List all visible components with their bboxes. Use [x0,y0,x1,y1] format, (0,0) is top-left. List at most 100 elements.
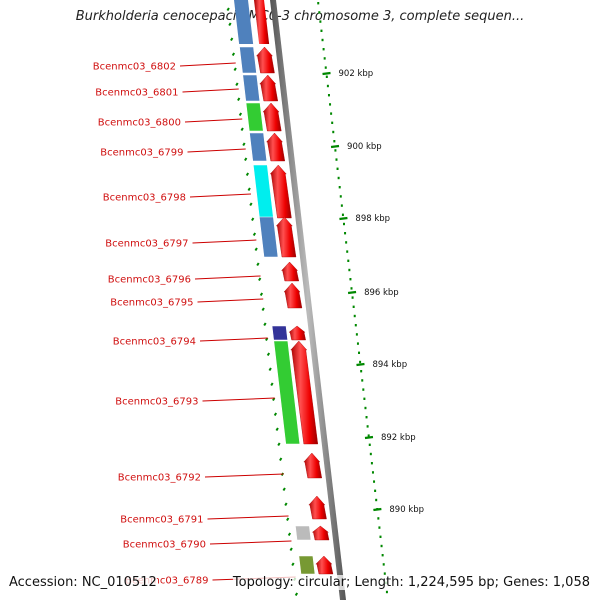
inner-ring-tick [284,502,288,507]
scale-dot [344,232,347,235]
gene-arrow-Bcenmc03_6791[interactable] [308,495,327,520]
accession-text: Accession: NC_010512 [9,575,157,590]
inner-ring-tick [282,487,286,492]
gene-label-Bcenmc03_6798[interactable]: Bcenmc03_6798 [103,193,186,204]
scale-dot [358,351,361,354]
scale-dot [380,544,383,548]
scale-dot [382,563,385,566]
inner-ring-tick [237,97,241,102]
gene-arrow-Bcenmc03_6793[interactable] [290,340,319,445]
scale-dot [352,305,355,308]
gene-label-Bcenmc03_6795[interactable]: Bcenmc03_6795 [110,298,193,309]
inner-ring-tick [275,427,279,432]
scale-dot [381,554,384,557]
inner-ring-tick [228,22,232,27]
scale-dot [332,130,335,134]
gene-label-Bcenmc03_6790[interactable]: Bcenmc03_6790 [123,540,206,551]
label-leader-line [184,118,243,123]
gene-arrow-Bcenmc03_6794[interactable] [288,325,306,341]
kbp-tick-label: 890 kbp [389,505,424,515]
kbp-major-tick [322,71,331,76]
label-leader-line [179,62,236,67]
gene-label-Bcenmc03_6793[interactable]: Bcenmc03_6793 [115,397,198,408]
gene-arrow-Bcenmc03_6798[interactable] [269,164,292,219]
cog-bar-Bcenmc03_6800 [245,102,264,132]
label-leader-line [204,473,284,478]
gene-arrow-Bcenmc03_6789[interactable] [315,555,334,575]
inner-ring-tick [247,187,251,192]
scale-dot [355,333,358,336]
kbp-major-tick [339,216,348,221]
gene-arrow-Bcenmc03_6796[interactable] [281,261,300,282]
chromosome-backbone [270,0,346,600]
inner-ring-tick [259,292,264,297]
scale-dot [327,94,330,97]
label-leader-line [209,540,292,545]
label-leader-line [187,148,246,153]
scale-dot [320,29,323,32]
inner-ring-tick [245,172,250,177]
scale-dot [340,204,343,207]
gene-arrow-Bcenmc03_6795[interactable] [283,282,303,309]
scale-dot [379,535,382,538]
scale-dot [369,452,372,456]
inner-ring-tick [279,457,283,462]
gene-label-Bcenmc03_6802[interactable]: Bcenmc03_6802 [93,62,176,73]
gene-label-Bcenmc03_6796[interactable]: Bcenmc03_6796 [108,275,191,286]
gene-label-Bcenmc03_6794[interactable]: Bcenmc03_6794 [113,337,196,348]
inner-ring-tick [291,562,295,567]
scale-dot [333,140,336,143]
inner-ring-tick [273,412,278,417]
inner-ring-tick [287,532,292,537]
gene-label-Bcenmc03_6800[interactable]: Bcenmc03_6800 [98,118,181,129]
cog-bar-Bcenmc03_6794 [271,325,289,341]
inner-ring-tick [226,7,230,12]
scale-dot [371,471,374,474]
cog-bar-Bcenmc03_6793 [273,340,301,445]
gene-arrow-Bcenmc03_6792[interactable] [303,452,323,479]
gene-arrow-Bcenmc03_6801[interactable] [259,74,279,102]
scale-dot [339,195,342,198]
label-leader-line [199,337,268,342]
scale-dot [336,167,339,170]
kbp-tick-label: 894 kbp [372,360,407,370]
inner-ring-tick [289,547,293,552]
inner-ring-tick [266,352,271,357]
scale-dot [374,489,377,492]
gene-label-Bcenmc03_6799[interactable]: Bcenmc03_6799 [100,148,183,159]
inner-ring-tick [277,442,281,447]
genome-stats-text: Topology: circular; Length: 1,224,595 bp… [232,575,590,590]
scale-dot [360,370,363,373]
gene-arrow-Bcenmc03_6790[interactable] [311,525,330,541]
inner-ring-tick [235,82,239,87]
cog-bar-Bcenmc03_6797 [258,216,279,258]
gene-arrow-Bcenmc03_6799[interactable] [266,132,286,162]
scale-dot [378,526,381,529]
scale-dot [331,121,334,124]
scale-dot [375,498,378,502]
scale-dot [383,572,386,575]
scale-dot [356,342,359,345]
gene-label-Bcenmc03_6791[interactable]: Bcenmc03_6791 [120,515,203,526]
kbp-tick-label: 902 kbp [339,69,374,79]
scale-dot [324,66,327,69]
gene-arrow-Bcenmc03_6797[interactable] [275,216,297,258]
inner-ring-tick [263,322,267,327]
gene-label-Bcenmc03_6789[interactable]: Bcenmc03_6789 [125,576,208,587]
inner-ring-tick [294,592,299,597]
gene-label-Bcenmc03_6797[interactable]: Bcenmc03_6797 [105,239,188,250]
gene-label-Bcenmc03_6792[interactable]: Bcenmc03_6792 [118,473,201,484]
inner-ring-tick [254,247,258,252]
scale-dot [322,48,325,51]
scale-dot [350,287,353,290]
scale-dot [349,278,352,281]
gene-label-Bcenmc03_6801[interactable]: Bcenmc03_6801 [95,88,178,99]
inner-ring-tick [249,202,253,207]
cog-bar-Bcenmc03_6802 [239,46,257,74]
gene-arrow-Bcenmc03_6802[interactable] [256,46,275,74]
gene-arrow-Bcenmc03_6800[interactable] [262,102,282,132]
kbp-major-tick [373,507,382,512]
scale-dot [335,158,338,161]
inner-ring-tick [268,367,272,372]
